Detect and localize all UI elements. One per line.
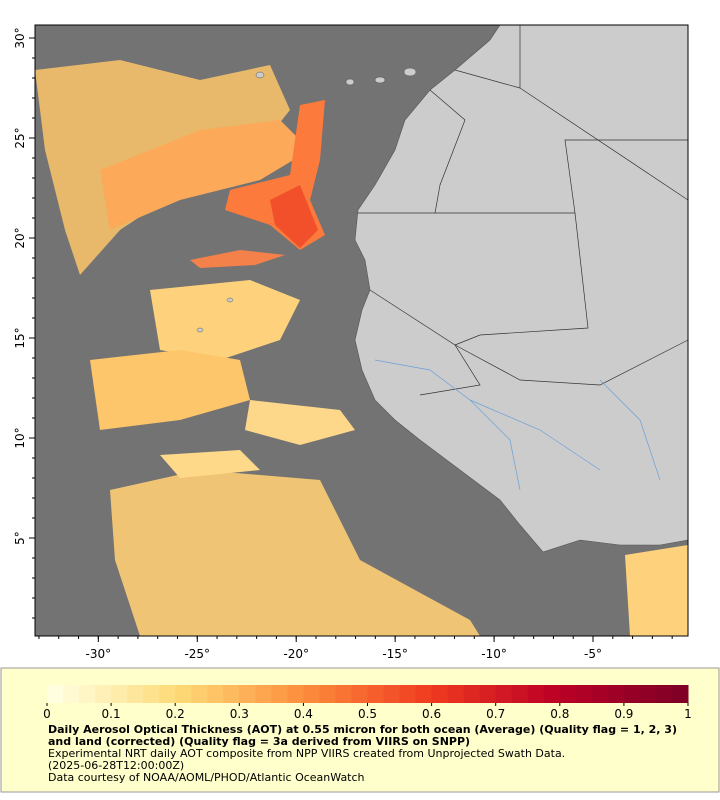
x-tick-label: -25° [184,647,210,661]
colorbar-swatch [543,685,561,703]
colorbar-swatch [335,685,352,703]
colorbar-swatch [127,685,144,703]
colorbar-swatch [143,685,160,703]
y-tick-label: 30° [13,27,27,48]
rivers [374,359,661,491]
borders [358,25,689,396]
map-frame [34,24,689,637]
colorbar-swatch [367,685,385,703]
colorbar-swatch [303,685,320,703]
aot-field [35,60,688,636]
x-tick-label: -30° [86,647,112,661]
colorbar-swatch [271,685,288,703]
colorbar-swatch [575,685,593,703]
colorbar-swatch [495,685,513,703]
colorbar-swatch [559,685,577,703]
y-tick-label: 15° [13,327,27,348]
colorbar-tick-label: 0.4 [294,707,313,721]
colorbar-tick-label: 0.1 [102,707,121,721]
caption-note: Data courtesy of NOAA/AOML/PHOD/Atlantic… [48,771,365,784]
colorbar-swatch [319,685,336,703]
colorbar-tick-label: 0.9 [614,707,633,721]
colorbar-swatch [671,685,689,703]
colorbar-swatch [655,685,673,703]
islands [196,67,417,333]
colorbar-swatch [95,685,112,703]
x-tick-label: -20° [283,647,309,661]
colorbar-tick-label: 0.5 [358,707,377,721]
colorbar: 0 0.1 0.2 0.3 0.4 0.5 0.6 0.7 0.8 0.9 1 [43,685,692,721]
colorbar-swatch [287,685,304,703]
colorbar-swatch [207,685,224,703]
colorbar-swatch [383,685,401,703]
colorbar-swatch [607,685,625,703]
y-tick-label: 20° [13,227,27,248]
colorbar-swatch [255,685,272,703]
colorbar-tick-label: 0 [43,707,51,721]
colorbar-swatch [431,685,449,703]
caption-title: Daily Aerosol Optical Thickness (AOT) at… [48,723,677,748]
colorbar-swatch [79,685,96,703]
colorbar-tick-label: 0.3 [230,707,249,721]
x-tick-label: -10° [481,647,507,661]
colorbar-swatch [223,685,240,703]
x-tick-label: -15° [382,647,408,661]
colorbar-swatch [527,685,545,703]
colorbar-swatch [639,685,657,703]
colorbar-tick-label: 1 [684,707,692,721]
colorbar-swatch [47,685,64,703]
colorbar-swatch [415,685,433,703]
colorbar-swatch [623,685,641,703]
caption-note: (2025-06-28T12:00:00Z) [48,759,185,772]
colorbar-swatch [111,685,128,703]
caption-note: Experimental NRT daily AOT composite fro… [48,747,566,760]
x-tick-label: -5° [584,647,602,661]
y-tick-label: 25° [13,127,27,148]
colorbar-swatch [63,685,80,703]
colorbar-swatch [191,685,208,703]
colorbar-swatch [351,685,368,703]
colorbar-swatch [447,685,465,703]
caption: Daily Aerosol Optical Thickness (AOT) at… [48,724,688,784]
colorbar-tick-label: 0.8 [550,707,569,721]
colorbar-swatch [479,685,497,703]
land [354,24,689,553]
y-tick-label: 5° [13,531,27,545]
colorbar-swatch [159,685,176,703]
colorbar-swatch [511,685,529,703]
colorbar-swatch [239,685,256,703]
colorbar-swatch [591,685,609,703]
colorbar-swatch [463,685,481,703]
colorbar-tick-label: 0.6 [422,707,441,721]
colorbar-swatch [175,685,192,703]
colorbar-swatch [399,685,417,703]
colorbar-tick-label: 0.7 [486,707,505,721]
y-tick-label: 10° [13,427,27,448]
colorbar-tick-label: 0.2 [166,707,185,721]
